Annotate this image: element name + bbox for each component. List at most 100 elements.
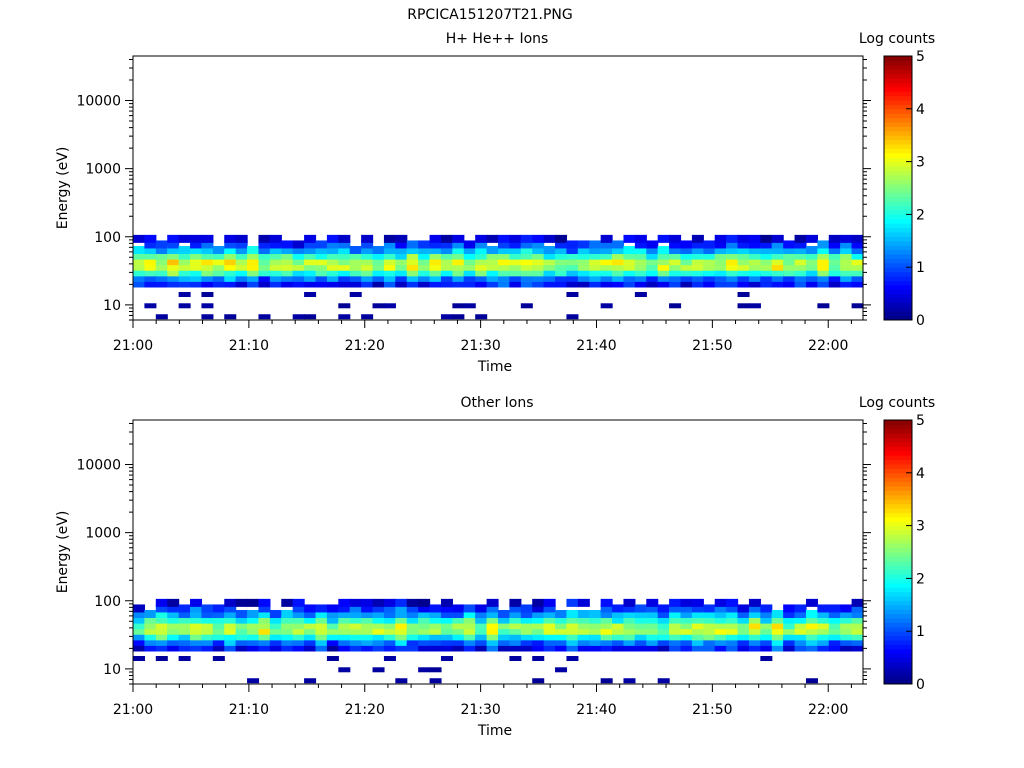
- heatmap-cell: [315, 257, 328, 266]
- heatmap-cell: [726, 643, 739, 652]
- heatmap-cell: [828, 240, 841, 249]
- heatmap-cell: [726, 621, 739, 630]
- heatmap-cell: [828, 604, 841, 613]
- heatmap-cell: [851, 610, 864, 619]
- heatmap-cell: [783, 262, 796, 271]
- heatmap-cell: [429, 279, 442, 288]
- heatmap-cell: [760, 621, 773, 630]
- x-tick-label: 21:30: [460, 702, 500, 718]
- heatmap-cell: [178, 273, 191, 282]
- heatmap-cell: [155, 615, 168, 624]
- heatmap-cell: [840, 246, 853, 255]
- heatmap-cell: [247, 643, 260, 652]
- heatmap-cell: [828, 610, 841, 619]
- heatmap-cell: [817, 251, 830, 260]
- heatmap-cell: [361, 273, 374, 282]
- heatmap-cell: [201, 292, 214, 298]
- heatmap-cell: [748, 632, 761, 641]
- heatmap-cell: [498, 251, 511, 260]
- heatmap-cell: [395, 632, 408, 641]
- heatmap-cell: [840, 240, 853, 249]
- heatmap-cell: [783, 637, 796, 646]
- colorbar-step: [884, 60, 912, 66]
- heatmap-cell: [737, 621, 750, 630]
- heatmap-cell: [566, 279, 579, 288]
- heatmap-cell: [623, 273, 636, 282]
- colorbar-step: [884, 174, 912, 180]
- heatmap-cell: [212, 632, 225, 641]
- heatmap-cell: [657, 626, 670, 635]
- heatmap-cell: [418, 615, 431, 624]
- heatmap-cell: [577, 643, 590, 652]
- heatmap-cell: [623, 268, 636, 277]
- heatmap-cell: [623, 643, 636, 652]
- heatmap-cell: [771, 626, 784, 635]
- heatmap-cell: [155, 632, 168, 641]
- colorbar-tick-label: 4: [916, 466, 925, 482]
- heatmap-cell: [669, 279, 682, 288]
- heatmap-cell: [634, 262, 647, 271]
- heatmap-cell: [726, 251, 739, 260]
- heatmap-cell: [304, 604, 317, 613]
- heatmap-cell: [577, 257, 590, 266]
- heatmap-cell: [212, 251, 225, 260]
- heatmap-cell: [543, 279, 556, 288]
- heatmap-cell: [224, 604, 237, 613]
- heatmap-cell: [429, 604, 442, 613]
- heatmap-cell: [281, 621, 294, 630]
- heatmap-cell: [680, 268, 693, 277]
- heatmap-cell: [440, 240, 453, 249]
- colorbar-step: [884, 298, 912, 303]
- colorbar-step: [884, 148, 912, 154]
- heatmap-cell: [748, 598, 761, 607]
- heatmap-cell: [463, 604, 476, 613]
- heatmap-cell: [760, 234, 773, 243]
- heatmap-cell: [623, 632, 636, 641]
- heatmap-cell: [817, 303, 830, 309]
- colorbar-step: [884, 311, 912, 317]
- colorbar-step: [884, 560, 912, 566]
- heatmap-cell: [304, 251, 317, 260]
- colorbar-step: [884, 459, 912, 465]
- heatmap-cell: [383, 598, 396, 607]
- colorbar-step: [884, 591, 912, 597]
- heatmap-cell: [201, 615, 214, 624]
- colorbar-step: [884, 139, 912, 145]
- heatmap-cell: [760, 615, 773, 624]
- heatmap-cell: [589, 626, 602, 635]
- colorbar-step: [884, 424, 912, 430]
- heatmap-cell: [623, 234, 636, 243]
- heatmap-cell: [805, 268, 818, 277]
- heatmap-cell: [737, 615, 750, 624]
- heatmap-cell: [612, 257, 625, 266]
- heatmap-cell: [418, 246, 431, 255]
- heatmap-cell: [178, 643, 191, 652]
- colorbar-label: Log counts: [859, 395, 935, 411]
- heatmap-cell: [235, 621, 248, 630]
- heatmap-cell: [589, 643, 602, 652]
- heatmap-cell: [361, 279, 374, 288]
- heatmap-cell: [543, 598, 556, 607]
- heatmap-cell: [612, 643, 625, 652]
- heatmap-cell: [475, 604, 488, 613]
- heatmap-cell: [783, 251, 796, 260]
- heatmap-cell: [486, 273, 499, 282]
- heatmap-cell: [612, 273, 625, 282]
- heatmap-cell: [326, 610, 339, 619]
- heatmap-cell: [623, 257, 636, 266]
- heatmap-cell: [851, 303, 864, 309]
- heatmap-cell: [224, 615, 237, 624]
- colorbar-tick-label: 2: [916, 207, 925, 223]
- heatmap-cell: [840, 251, 853, 260]
- colorbar-step: [884, 499, 912, 505]
- heatmap-cell: [258, 251, 271, 260]
- colorbar-step: [884, 78, 912, 83]
- heatmap-cell: [600, 615, 613, 624]
- heatmap-cell: [634, 240, 647, 249]
- colorbar-step: [884, 183, 912, 189]
- heatmap-cell: [760, 251, 773, 260]
- heatmap-cell: [532, 615, 545, 624]
- x-tick-label: 21:20: [345, 338, 385, 354]
- heatmap-cell: [760, 643, 773, 652]
- heatmap-cell: [361, 615, 374, 624]
